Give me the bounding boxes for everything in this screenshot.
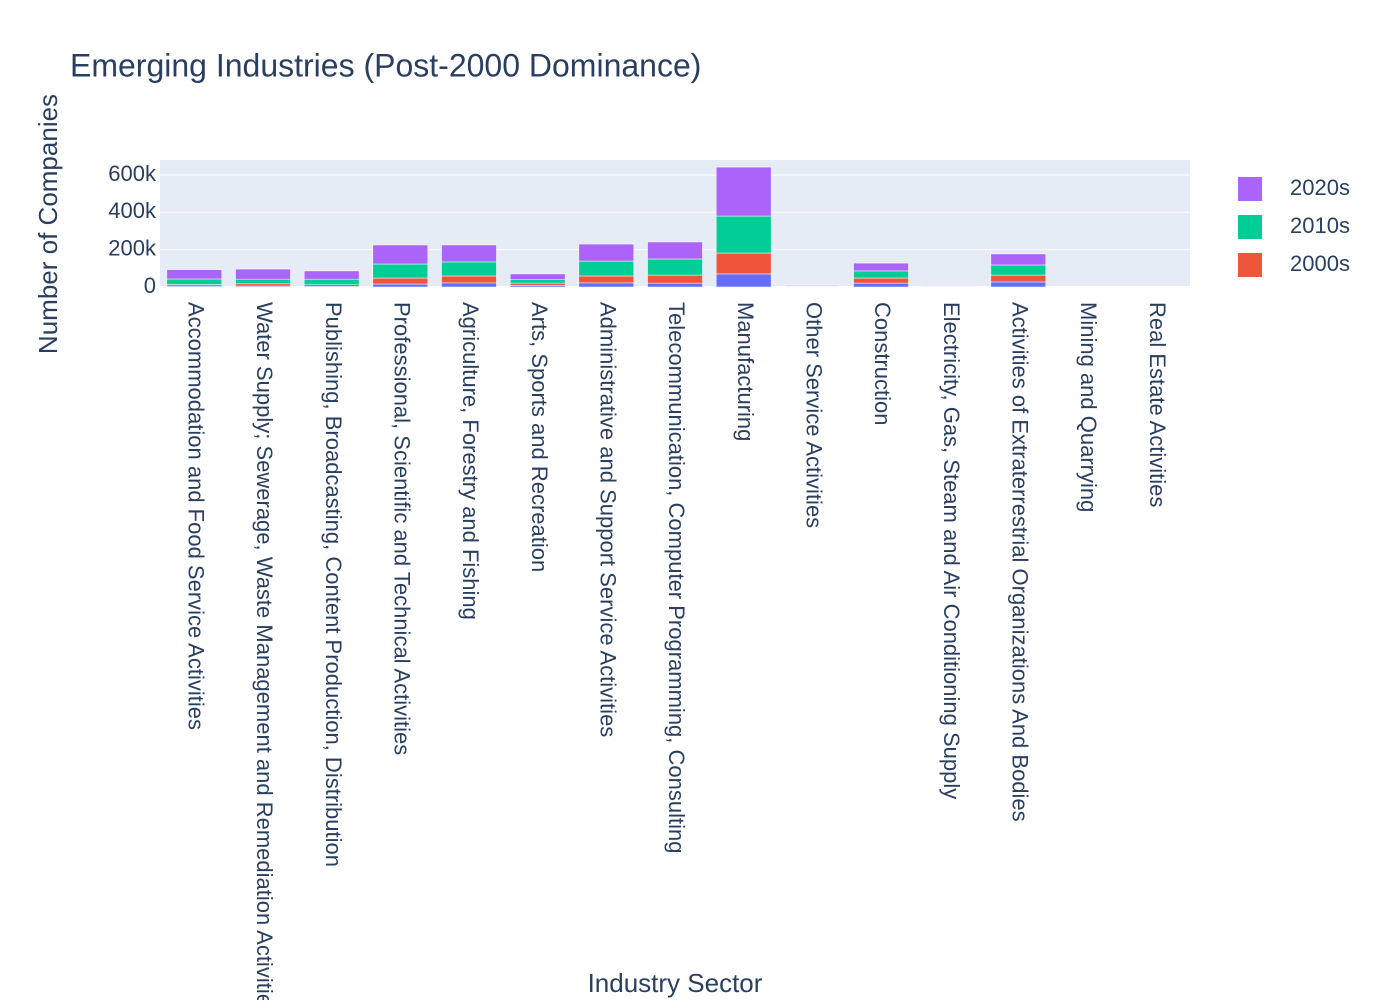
bar-segment bbox=[578, 275, 635, 284]
bar-segment bbox=[303, 270, 360, 280]
y-tick-label: 200k bbox=[108, 235, 157, 260]
x-tick-label: Administrative and Support Service Activ… bbox=[596, 302, 621, 737]
bar-segment bbox=[853, 270, 909, 279]
bar-segment bbox=[372, 244, 429, 265]
bar-segment bbox=[784, 284, 841, 286]
chart-title: Emerging Industries (Post-2000 Dominance… bbox=[70, 47, 701, 83]
bar-segment bbox=[647, 282, 703, 288]
bar-segment bbox=[235, 278, 291, 285]
x-tick-label: Other Service Activities bbox=[802, 302, 827, 528]
bar-segment bbox=[647, 258, 703, 276]
x-tick-label: Real Estate Activities bbox=[1145, 302, 1170, 507]
bar-segment bbox=[578, 282, 635, 288]
bar-segment bbox=[166, 269, 223, 280]
bar-segment bbox=[853, 262, 909, 272]
bar-segment bbox=[578, 260, 635, 277]
y-tick-label: 0 bbox=[144, 273, 156, 298]
legend-label: 2020s bbox=[1290, 175, 1350, 200]
bar-segment bbox=[509, 273, 566, 280]
bar-segment bbox=[509, 282, 566, 286]
x-tick-label: Professional, Scientific and Technical A… bbox=[390, 302, 415, 755]
x-tick-label: Publishing, Broadcasting, Content Produc… bbox=[321, 302, 346, 867]
bar-segment bbox=[578, 243, 635, 262]
y-axis-title: Number of Companies bbox=[33, 94, 63, 354]
bar-segment bbox=[441, 261, 497, 277]
bar-segment bbox=[235, 283, 291, 287]
bar-segment bbox=[441, 244, 497, 263]
legend-swatch bbox=[1238, 253, 1262, 277]
bar-segment bbox=[372, 283, 429, 288]
bar-segment bbox=[441, 275, 497, 284]
x-tick-label: Electricity, Gas, Steam and Air Conditio… bbox=[939, 302, 964, 799]
bar-segment bbox=[715, 273, 772, 288]
bar-segment bbox=[715, 252, 772, 275]
x-tick-label: Construction bbox=[870, 302, 895, 426]
y-tick-label: 600k bbox=[108, 161, 157, 186]
bar-segment bbox=[647, 241, 703, 260]
bar-segment bbox=[853, 277, 909, 284]
bar-segment bbox=[509, 279, 566, 284]
legend-swatch bbox=[1238, 177, 1262, 201]
x-tick-label: Telecommunication, Computer Programming,… bbox=[664, 302, 689, 853]
legend-swatch bbox=[1238, 215, 1262, 239]
x-tick-label: Mining and Quarrying bbox=[1076, 302, 1101, 512]
bar-segment bbox=[990, 281, 1047, 288]
x-tick-label: Arts, Sports and Recreation bbox=[527, 302, 552, 572]
bar-segment bbox=[715, 166, 772, 217]
bar-segment bbox=[166, 278, 223, 285]
legend-label: 2010s bbox=[1290, 213, 1350, 238]
bar-segment bbox=[853, 282, 909, 288]
bar-segment bbox=[235, 268, 291, 280]
bar-segment bbox=[647, 274, 703, 284]
bar-segment bbox=[990, 253, 1047, 266]
x-tick-label: Water Supply; Sewerage, Waste Management… bbox=[252, 302, 277, 1000]
x-tick-label: Activities of Extraterrestrial Organizat… bbox=[1008, 302, 1033, 822]
bar-segment bbox=[372, 263, 429, 279]
bar-segment bbox=[372, 277, 429, 285]
bar-segment bbox=[441, 282, 497, 288]
bar-segment bbox=[990, 264, 1047, 276]
bar-segment bbox=[990, 274, 1047, 283]
x-tick-label: Manufacturing bbox=[733, 302, 758, 441]
x-axis-title: Industry Sector bbox=[588, 968, 763, 998]
bar-segment bbox=[303, 278, 360, 286]
x-tick-label: Accommodation and Food Service Activitie… bbox=[184, 302, 209, 730]
bar-segment bbox=[715, 215, 772, 254]
x-tick-label: Agriculture, Forestry and Fishing bbox=[458, 302, 483, 620]
legend-label: 2000s bbox=[1290, 251, 1350, 276]
y-tick-label: 400k bbox=[108, 198, 157, 223]
